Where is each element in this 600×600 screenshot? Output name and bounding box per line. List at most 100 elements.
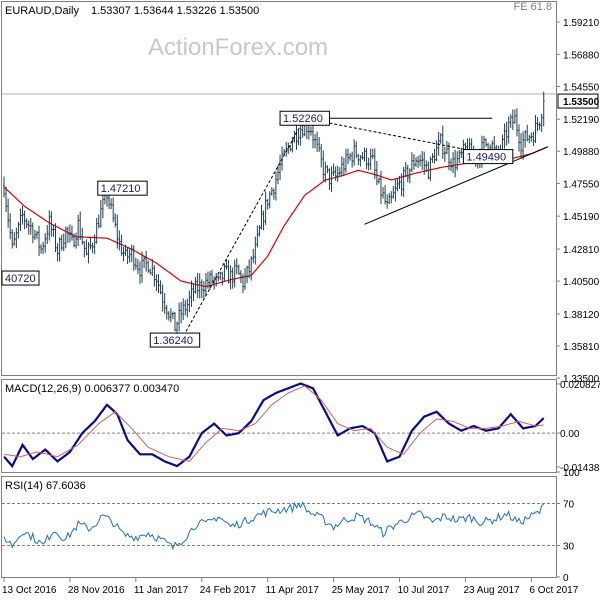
price-bar bbox=[237, 264, 240, 276]
price-bar bbox=[64, 226, 67, 249]
price-bar bbox=[359, 154, 362, 167]
price-bar bbox=[340, 156, 343, 177]
price-bar bbox=[87, 241, 90, 264]
price-bar bbox=[382, 186, 385, 199]
price-bar bbox=[206, 271, 209, 289]
price-bar bbox=[425, 160, 428, 172]
price-bar bbox=[367, 157, 370, 171]
price-bar bbox=[202, 281, 205, 299]
price-bar bbox=[147, 260, 150, 273]
price-bar bbox=[186, 298, 189, 318]
price-bar bbox=[38, 225, 41, 257]
price-bar bbox=[454, 149, 457, 178]
price-bar bbox=[184, 300, 187, 316]
price-bar bbox=[349, 153, 352, 161]
price-bar bbox=[66, 226, 69, 243]
price-bar bbox=[248, 259, 251, 279]
date-tick-label: 13 Oct 2016 bbox=[2, 585, 57, 596]
price-bar bbox=[73, 233, 76, 248]
price-bar bbox=[159, 280, 162, 295]
price-bar bbox=[120, 234, 123, 256]
price-bar bbox=[198, 273, 201, 299]
price-bar bbox=[89, 237, 92, 250]
price-bar bbox=[513, 109, 516, 124]
date-tick-label: 24 Feb 2017 bbox=[200, 585, 257, 596]
price-bar bbox=[75, 232, 78, 249]
price-bar bbox=[402, 166, 405, 197]
price-bar bbox=[35, 230, 38, 239]
price-bar bbox=[54, 223, 57, 253]
price-bar bbox=[62, 233, 65, 252]
price-bar bbox=[165, 304, 168, 320]
macd-tick-label: 0.00 bbox=[560, 429, 580, 440]
price-bar bbox=[279, 154, 282, 181]
price-bar bbox=[246, 265, 249, 284]
price-bar bbox=[431, 153, 434, 163]
price-bar bbox=[151, 259, 154, 277]
price-bar bbox=[173, 312, 176, 332]
price-bar bbox=[190, 280, 193, 307]
price-bar bbox=[509, 114, 512, 128]
price-bar bbox=[423, 151, 426, 175]
macd-tick-label: -0.014386 bbox=[560, 463, 600, 474]
price-bar bbox=[136, 259, 139, 275]
price-bar bbox=[268, 191, 271, 209]
price-bar bbox=[163, 293, 166, 314]
price-bar bbox=[52, 224, 55, 237]
price-panel: ActionForex.com EURAUD,Daily 1.53307 1.5… bbox=[1, 1, 600, 385]
price-bar bbox=[161, 284, 164, 312]
price-bar bbox=[58, 237, 61, 262]
price-bar bbox=[40, 244, 43, 254]
price-bar bbox=[178, 302, 181, 332]
price-tick-label: 1.35810 bbox=[563, 342, 600, 353]
price-bar bbox=[143, 256, 146, 269]
price-bar bbox=[211, 269, 214, 284]
price-bar bbox=[157, 274, 160, 293]
macd-tick-label: 0.020827 bbox=[560, 380, 600, 391]
price-bar bbox=[386, 194, 389, 209]
price-bar bbox=[46, 225, 49, 245]
price-bar bbox=[505, 121, 508, 146]
last-price-box bbox=[557, 93, 599, 109]
price-bar bbox=[110, 198, 113, 210]
chart-title: EURAUD,Daily bbox=[5, 5, 79, 17]
swing-labels: 1.47210 40720 1.36240 1.52260 1.49490 bbox=[1, 110, 514, 348]
price-bar bbox=[419, 154, 422, 167]
price-bar bbox=[515, 108, 518, 137]
price-bar bbox=[223, 263, 226, 282]
price-bar bbox=[312, 123, 314, 149]
price-bar bbox=[353, 139, 356, 166]
price-bar bbox=[169, 308, 172, 323]
price-bar bbox=[528, 135, 531, 144]
price-bar bbox=[320, 144, 323, 168]
price-bar bbox=[93, 234, 96, 255]
price-tick-label: 1.49880 bbox=[563, 147, 600, 158]
price-tick-label: 1.40500 bbox=[563, 277, 600, 288]
price-bar bbox=[114, 213, 117, 228]
price-bar bbox=[9, 213, 12, 240]
price-bar bbox=[439, 133, 442, 144]
price-bar bbox=[485, 138, 488, 147]
price-bar bbox=[68, 224, 71, 243]
price-bar bbox=[404, 161, 407, 178]
price-bar bbox=[3, 176, 5, 198]
price-bar bbox=[97, 214, 100, 229]
price-bar bbox=[126, 247, 129, 264]
price-bar bbox=[79, 211, 82, 240]
price-bar bbox=[507, 116, 510, 144]
price-bar bbox=[291, 136, 294, 153]
date-tick-label: 6 Oct 2017 bbox=[529, 585, 578, 596]
price-bar bbox=[482, 136, 485, 150]
price-axis: 1.59210 1.56880 1.54550 1.52190 1.49880 1.475… bbox=[556, 18, 600, 385]
price-bar bbox=[60, 234, 63, 251]
price-bar bbox=[25, 218, 28, 229]
price-bar bbox=[347, 148, 350, 165]
price-bar bbox=[276, 165, 279, 185]
price-bar bbox=[384, 185, 387, 205]
price-bar bbox=[536, 117, 539, 132]
price-bar bbox=[124, 244, 127, 256]
price-bar bbox=[400, 173, 403, 197]
price-bar bbox=[134, 257, 137, 270]
price-bar bbox=[130, 244, 133, 263]
price-bar bbox=[456, 151, 459, 171]
